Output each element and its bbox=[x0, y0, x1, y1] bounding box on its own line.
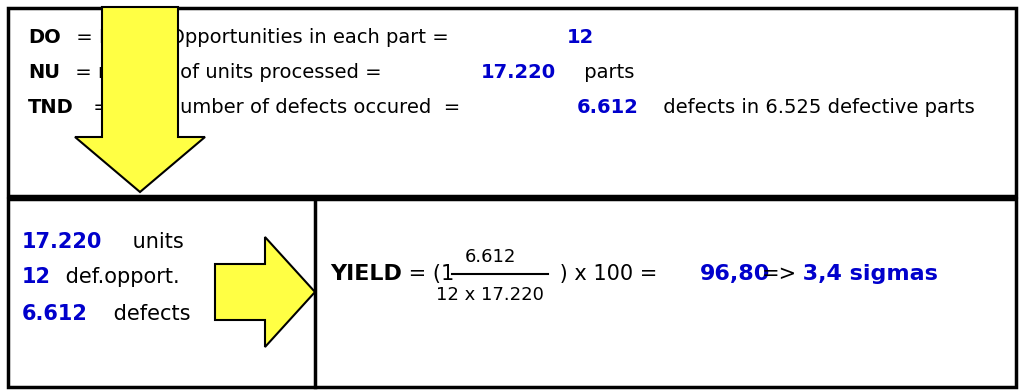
Text: 12 x 17.220: 12 x 17.220 bbox=[436, 286, 544, 304]
Text: defects: defects bbox=[106, 304, 190, 324]
Polygon shape bbox=[75, 7, 205, 192]
Text: def.opport.: def.opport. bbox=[59, 267, 180, 287]
Text: = Total number of defects occured  =: = Total number of defects occured = bbox=[87, 98, 467, 116]
Text: 96,80: 96,80 bbox=[700, 264, 770, 284]
Text: 6.612: 6.612 bbox=[577, 98, 639, 116]
Text: 17.220: 17.220 bbox=[480, 62, 556, 82]
Text: 12: 12 bbox=[22, 267, 51, 287]
Text: 12: 12 bbox=[567, 27, 594, 47]
Text: = Defect Opportunities in each part =: = Defect Opportunities in each part = bbox=[71, 27, 456, 47]
Text: units: units bbox=[126, 232, 183, 252]
Text: 3,4 sigmas: 3,4 sigmas bbox=[795, 264, 938, 284]
Text: parts: parts bbox=[578, 62, 634, 82]
Text: =>: => bbox=[762, 264, 797, 284]
Text: = (1 -: = (1 - bbox=[402, 264, 475, 284]
Text: YIELD: YIELD bbox=[330, 264, 401, 284]
Text: 6.612: 6.612 bbox=[464, 248, 516, 266]
Text: TND: TND bbox=[28, 98, 74, 116]
Text: DO: DO bbox=[28, 27, 60, 47]
Bar bbox=[8, 199, 1016, 387]
Text: defects in 6.525 defective parts: defects in 6.525 defective parts bbox=[656, 98, 974, 116]
Text: NU: NU bbox=[28, 62, 60, 82]
Text: 6.612: 6.612 bbox=[22, 304, 88, 324]
Polygon shape bbox=[215, 237, 315, 347]
Text: ) x 100 =: ) x 100 = bbox=[553, 264, 664, 284]
Text: 17.220: 17.220 bbox=[22, 232, 102, 252]
Text: = number of units processed =: = number of units processed = bbox=[70, 62, 388, 82]
Bar bbox=[8, 8, 1016, 196]
